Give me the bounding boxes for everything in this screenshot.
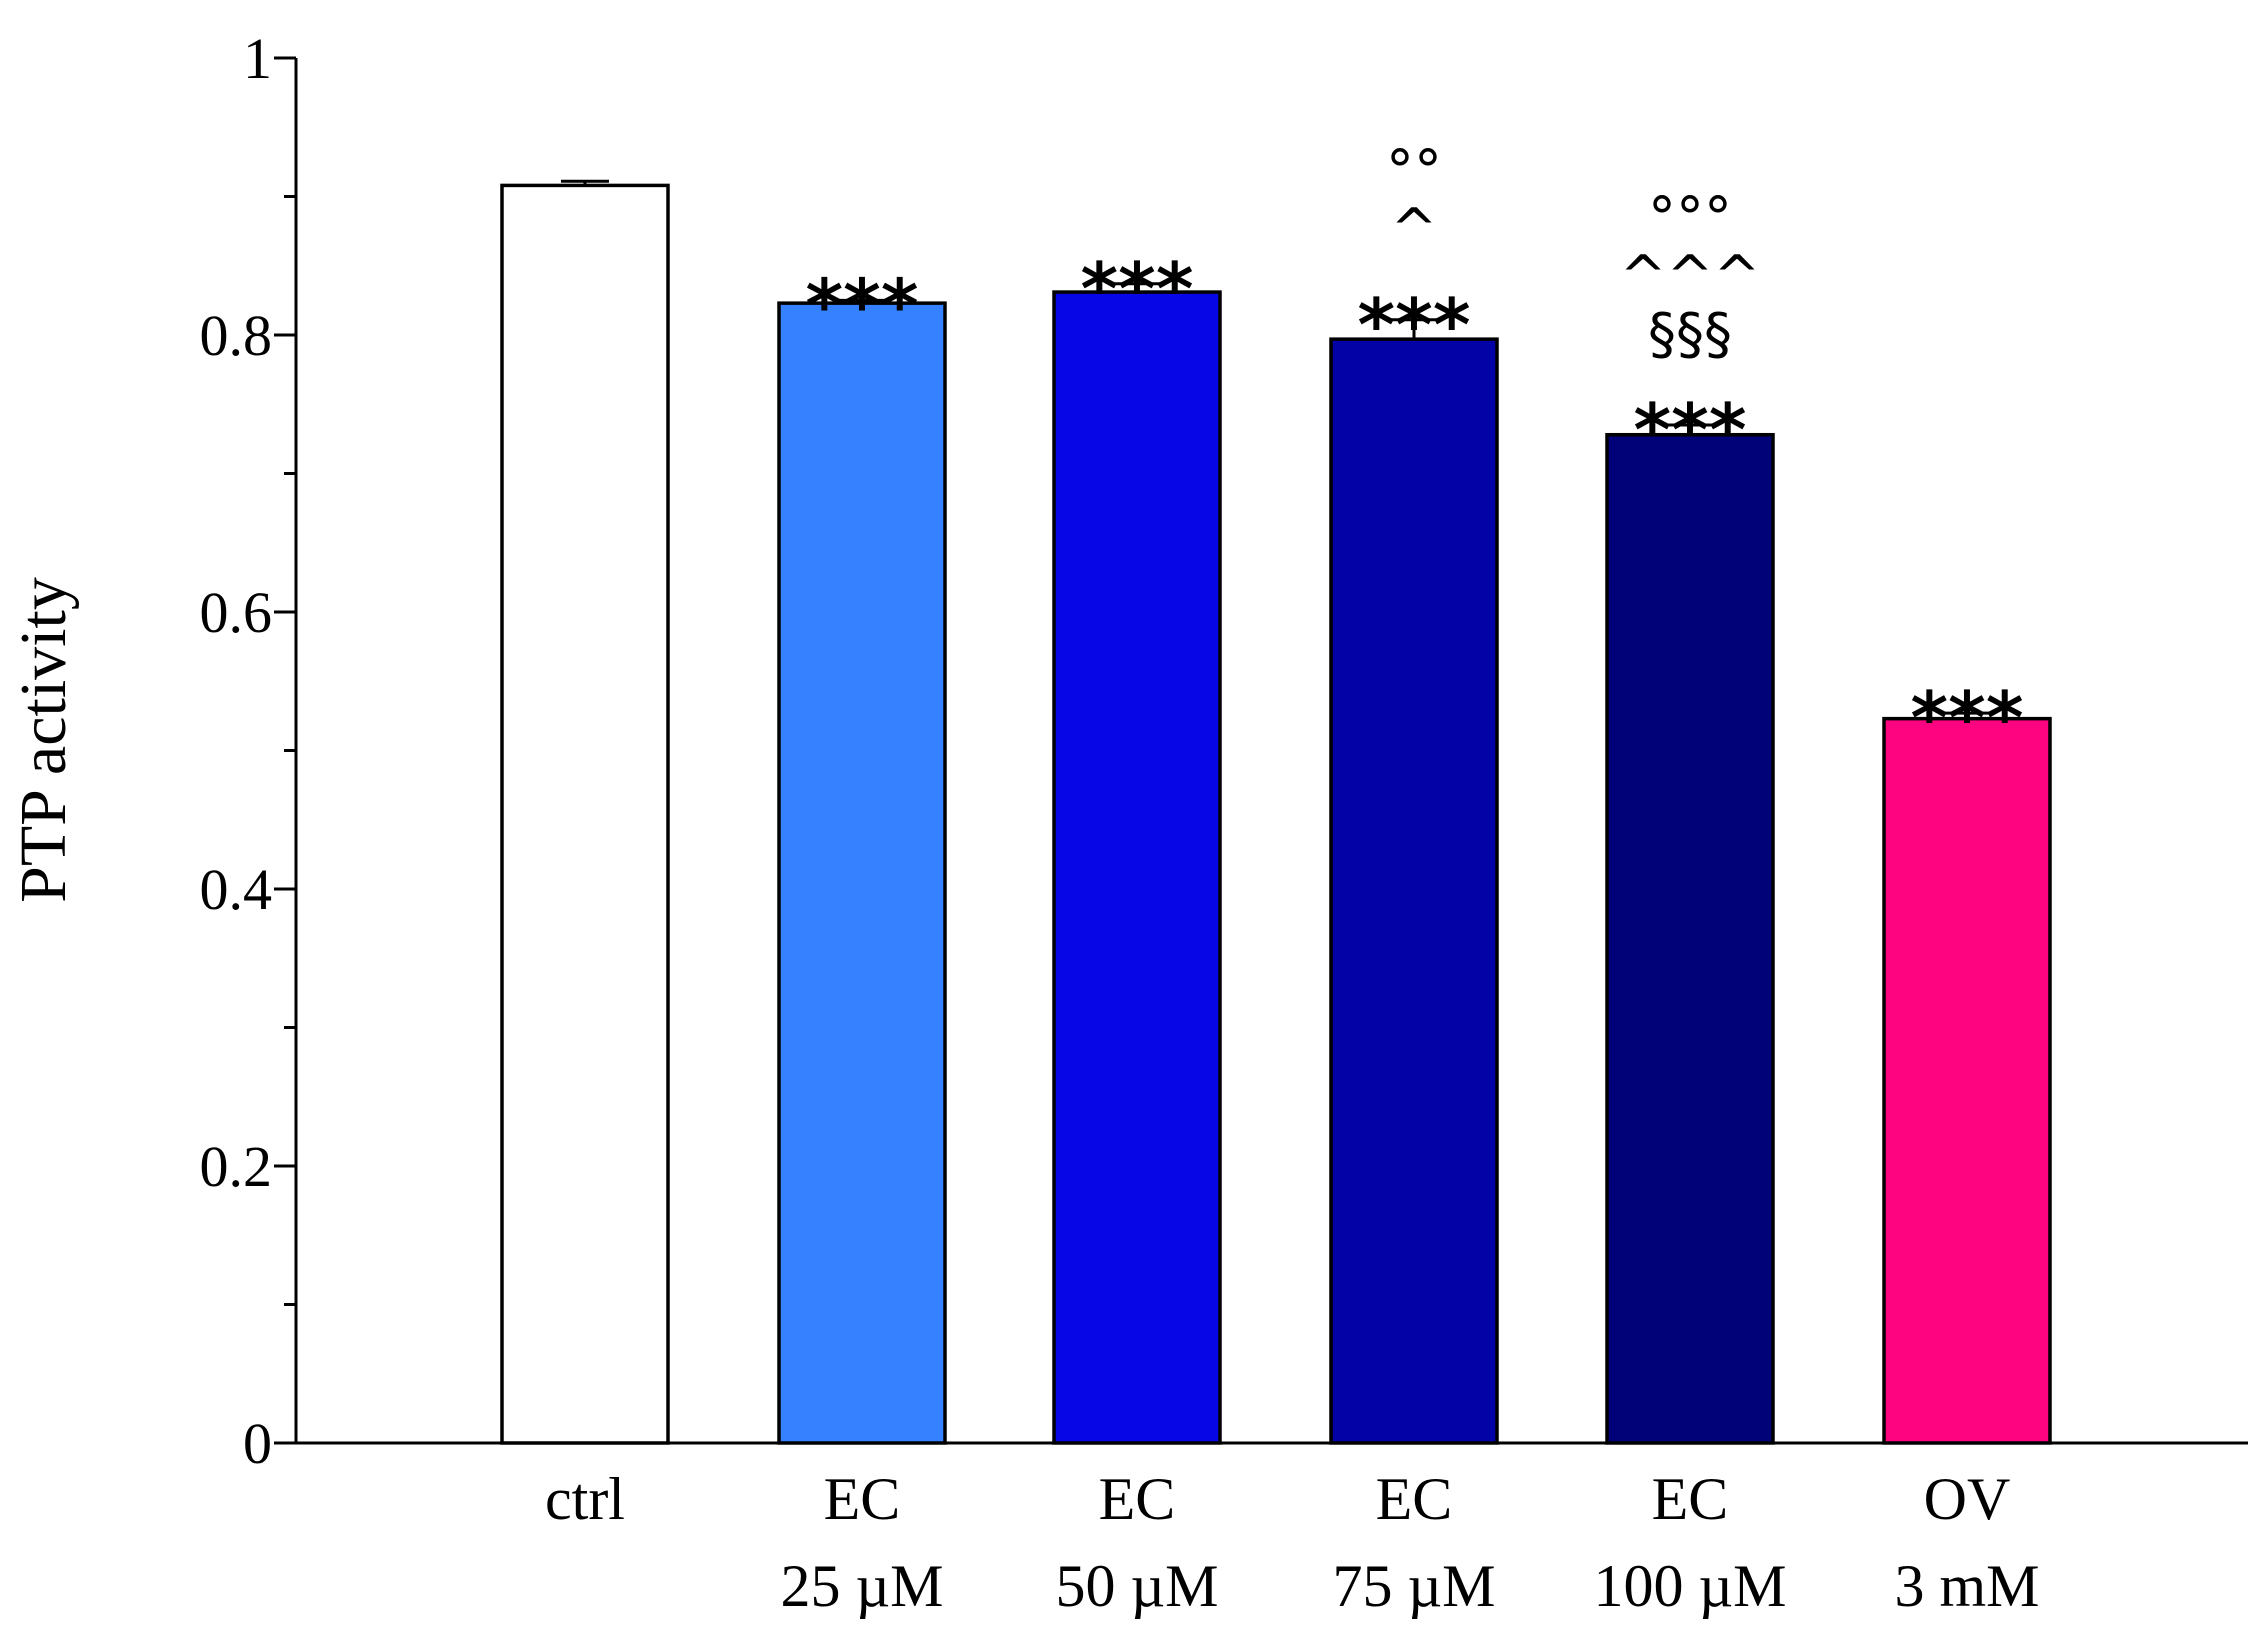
x-tick-label: EC — [1099, 1466, 1176, 1532]
x-tick-label: 3 mM — [1894, 1553, 2039, 1619]
x-tick-label: 25 µM — [781, 1553, 944, 1619]
significance-label: *** — [1081, 247, 1194, 331]
significance-label: *** — [1358, 283, 1471, 367]
bar — [1329, 337, 1499, 1445]
y-tick-label: 0.4 — [200, 857, 273, 922]
bar — [1882, 716, 2052, 1445]
significance-label: *** — [1911, 676, 2024, 760]
significance-label: °° — [1386, 139, 1442, 204]
y-tick-label: 0.2 — [200, 1134, 273, 1199]
x-tick-label: EC — [1652, 1466, 1729, 1532]
significance-label: §§§ — [1648, 302, 1732, 367]
bar — [1605, 432, 1775, 1445]
y-tick-label: 0.6 — [200, 580, 273, 645]
x-tick-label: 100 µM — [1594, 1553, 1787, 1619]
significance-label: *** — [806, 263, 919, 347]
x-tick-label: ctrl — [545, 1466, 625, 1532]
x-tick-label: 75 µM — [1333, 1553, 1496, 1619]
significance-label: *** — [1634, 388, 1747, 472]
labels: ctrl EC 25 µM *** EC 50 µM *** EC 75 µM *** ^°° EC 1… — [545, 139, 2039, 1619]
significance-label: ^ — [1391, 197, 1438, 262]
significance-label: °°° — [1648, 186, 1732, 251]
bars — [500, 179, 2052, 1445]
y-tick-label: 1 — [243, 26, 272, 91]
x-tick-label: EC — [824, 1466, 901, 1532]
y-axis-title: PTP activity — [7, 577, 80, 903]
y-tick-label: 0 — [243, 1411, 272, 1476]
x-tick-label: EC — [1376, 1466, 1453, 1532]
bar — [1052, 290, 1222, 1445]
x-tick-label: OV — [1924, 1466, 2011, 1532]
x-tick-label: 50 µM — [1056, 1553, 1219, 1619]
y-tick-label: 0.8 — [200, 303, 273, 368]
significance-label: ^^^ — [1620, 244, 1761, 309]
bar — [777, 301, 947, 1445]
bar — [500, 183, 670, 1445]
